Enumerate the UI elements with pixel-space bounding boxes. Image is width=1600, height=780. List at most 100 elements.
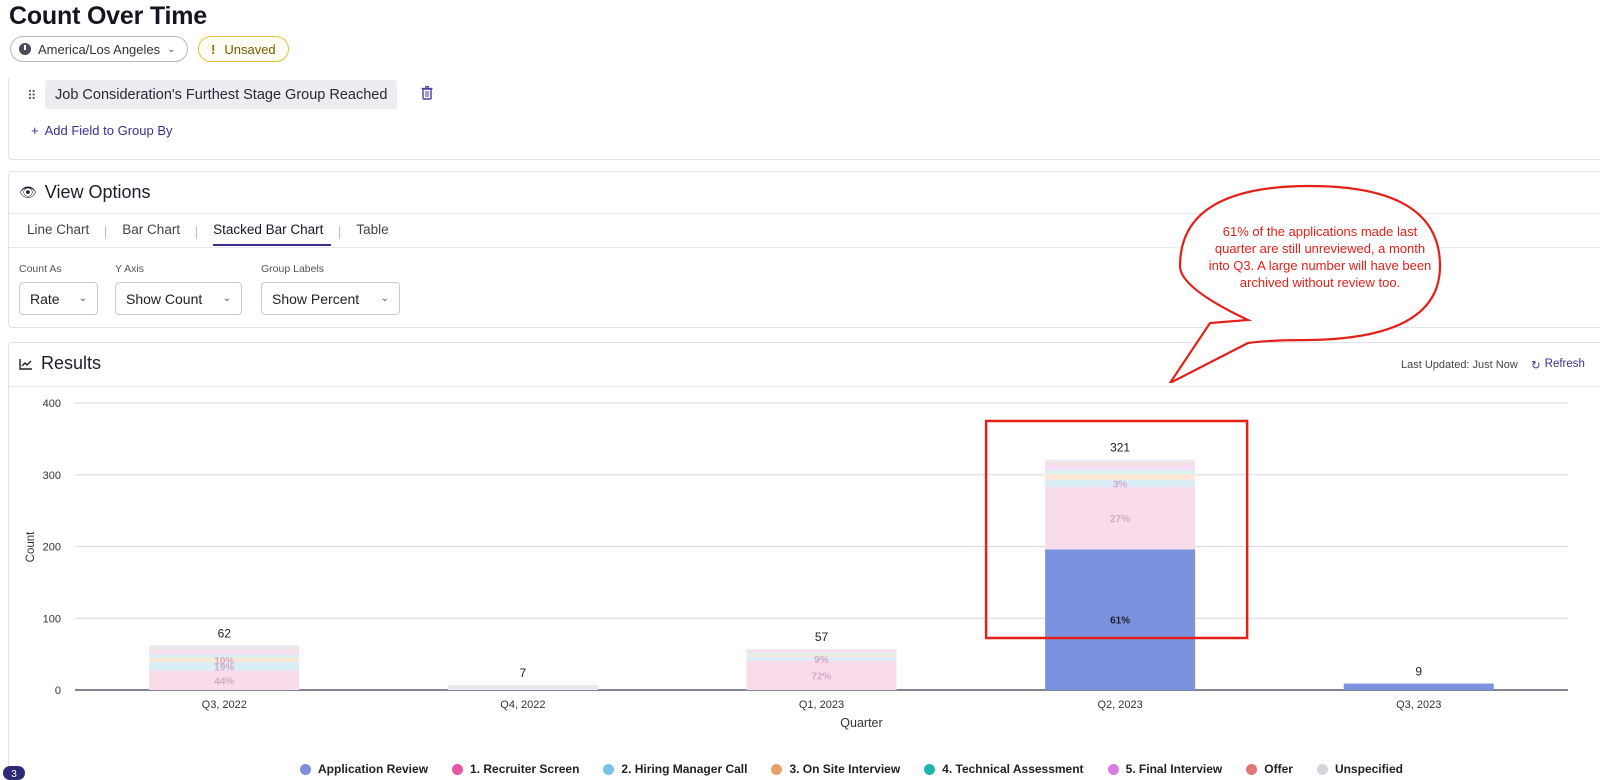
bar-segment — [1045, 474, 1196, 480]
x-tick-label: Q1, 2023 — [799, 699, 844, 711]
legend-item[interactable]: 2. Hiring Manager Call — [603, 762, 747, 776]
chevron-down-icon: ⌄ — [167, 43, 176, 55]
legend-label: Application Review — [318, 762, 429, 776]
highlight-box — [984, 419, 1249, 640]
page-title: Count Over Time — [9, 2, 207, 30]
legend-swatch — [300, 763, 311, 775]
divider — [9, 247, 1600, 248]
x-tick-label: Q3, 2023 — [1396, 699, 1441, 711]
bar-segment — [1045, 549, 1196, 690]
bar-segment — [1343, 683, 1494, 690]
count-as-select[interactable]: Rate ⌄ — [19, 282, 98, 315]
add-field-label: Add Field to Group By — [44, 123, 173, 138]
bar-segment — [149, 670, 300, 690]
segment-label: 44% — [214, 676, 234, 687]
bar-segment — [746, 650, 897, 652]
group-by-field-chip[interactable]: Job Consideration's Furthest Stage Group… — [45, 80, 398, 109]
bar-segment — [149, 657, 300, 663]
bar-segment — [746, 660, 897, 690]
x-tick-label: Q3, 2022 — [202, 699, 247, 711]
line-chart-icon — [19, 358, 32, 370]
tab-stacked-bar-chart[interactable]: Stacked Bar Chart — [205, 218, 332, 246]
clock-icon — [19, 43, 31, 55]
x-tick-label: Q2, 2023 — [1097, 699, 1142, 711]
tab-bar-chart[interactable]: Bar Chart — [122, 222, 181, 237]
timezone-label: America/Los Angeles — [38, 41, 161, 57]
legend-swatch — [771, 763, 783, 775]
warning-icon: ! — [211, 41, 216, 57]
bar-segment — [149, 649, 300, 652]
annotation-callout — [1168, 184, 1442, 383]
notification-badge[interactable]: 3 — [3, 766, 25, 780]
count-as-value: Rate — [30, 290, 60, 307]
chart-type-tabs: Line Chart Bar Chart Stacked Bar Chart T… — [19, 218, 397, 246]
group-labels-label: Group Labels — [261, 263, 325, 275]
badge-count: 3 — [11, 769, 17, 780]
drag-handle-icon[interactable]: ⠿ — [27, 88, 36, 103]
y-axis-label: Count — [25, 531, 37, 562]
tab-separator — [196, 225, 198, 239]
add-field-button[interactable]: + Add Field to Group By — [31, 123, 173, 138]
y-axis-value: Show Count — [126, 290, 203, 307]
bar-segment — [1045, 465, 1196, 471]
count-as-label: Count As — [19, 263, 62, 275]
x-axis-label: Quarter — [840, 716, 882, 730]
tab-table[interactable]: Table — [356, 222, 389, 237]
trash-icon[interactable] — [421, 86, 433, 100]
bar-segment — [746, 656, 897, 661]
group-labels-select[interactable]: Show Percent ⌄ — [261, 282, 400, 315]
timezone-select[interactable]: America/Los Angeles ⌄ — [10, 36, 188, 62]
view-options-header: 👁 View Options — [19, 182, 151, 203]
tab-line-chart[interactable]: Line Chart — [27, 222, 90, 237]
legend-item[interactable]: 1. Recruiter Screen — [452, 762, 579, 776]
legend-item[interactable]: 5. Final Interview — [1107, 762, 1222, 776]
y-axis-label: Y Axis — [115, 263, 144, 275]
segment-label: 10% — [214, 656, 234, 667]
legend-item[interactable]: 4. Technical Assessment — [924, 762, 1084, 776]
results-header: Results — [19, 353, 101, 374]
bar-segment — [746, 649, 897, 651]
legend-swatch — [452, 763, 464, 775]
bar-total-label: 57 — [815, 630, 829, 644]
bar-segment — [1045, 462, 1196, 466]
legend-label: Unspecified — [1334, 762, 1403, 776]
legend-label: 4. Technical Assessment — [942, 762, 1084, 776]
bar-segment — [1045, 459, 1196, 463]
segment-label: 27% — [1110, 514, 1130, 525]
bar-segment — [149, 651, 300, 655]
unsaved-label: Unsaved — [224, 41, 276, 57]
segment-label: 61% — [1110, 616, 1130, 627]
y-tick-label: 300 — [43, 470, 61, 482]
y-tick-label: 0 — [55, 685, 61, 697]
chevron-down-icon: ⌄ — [222, 293, 231, 304]
chevron-down-icon: ⌄ — [78, 293, 87, 304]
y-axis-select[interactable]: Show Count ⌄ — [115, 282, 242, 315]
legend-label: 1. Recruiter Screen — [470, 762, 580, 776]
stacked-bar-chart: 0 100 200 300 400 Count 44% 19%10% 62 Q3, 2022 7 Q4… — [25, 398, 1568, 730]
legend-item[interactable]: Offer — [1246, 762, 1293, 776]
refresh-button[interactable]: ↻ Refresh — [1531, 358, 1585, 372]
bar-total-label: 62 — [218, 627, 232, 641]
legend-label: 2. Hiring Manager Call — [621, 762, 748, 776]
plus-icon: + — [31, 123, 39, 138]
bar-segment — [1045, 486, 1196, 550]
annotation-text: 61% of the applications made last quarte… — [1208, 224, 1432, 290]
legend-item[interactable]: 3. On Site Interview — [771, 762, 900, 776]
legend-swatch — [1246, 763, 1258, 775]
legend-item[interactable]: Unspecified — [1316, 762, 1403, 776]
legend-item[interactable]: Application Review — [300, 762, 428, 776]
bar-segment — [1045, 470, 1196, 475]
bar-segment — [746, 651, 897, 654]
unsaved-badge: ! Unsaved — [198, 36, 289, 62]
tab-separator — [339, 225, 341, 239]
legend-swatch — [1316, 763, 1328, 775]
group-by-card: ⠿ Job Consideration's Furthest Stage Gro… — [8, 78, 1600, 160]
x-tick-label: Q4, 2022 — [500, 699, 545, 711]
results-title: Results — [41, 353, 102, 373]
bar-total-label: 321 — [1110, 441, 1130, 455]
y-tick-label: 400 — [43, 398, 61, 410]
bar-segment — [149, 654, 300, 658]
view-options-title: View Options — [44, 182, 151, 202]
legend-swatch — [924, 763, 936, 775]
y-tick-label: 200 — [43, 542, 61, 554]
